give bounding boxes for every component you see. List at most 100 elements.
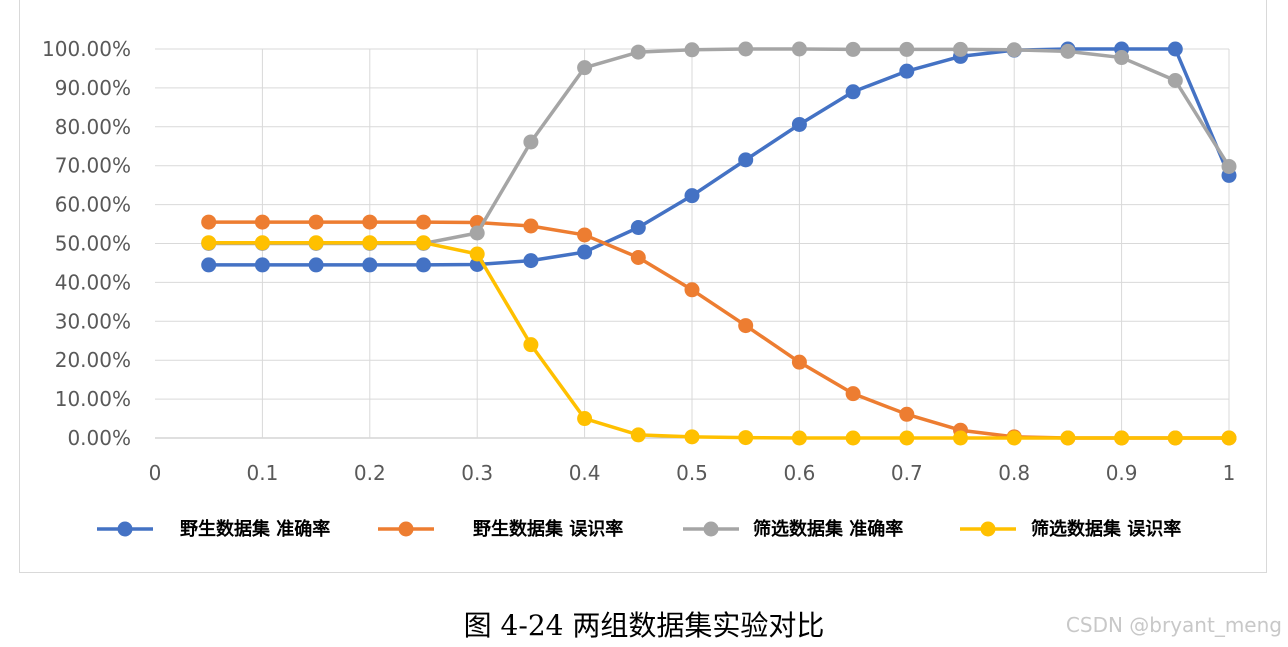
x-tick-label: 1 [1223,461,1236,485]
data-point [416,214,431,230]
data-point [254,235,270,251]
data-point [577,244,593,260]
x-tick-labels: 0 0.1 0.2 0.3 0.4 0.5 0.6 0.7 0.8 0.9 1 [149,461,1236,485]
data-point [1114,50,1130,66]
series-line [208,220,1229,440]
data-point [791,354,807,370]
data-point [791,430,807,446]
data-point [577,60,593,76]
series-3 [201,41,1237,251]
y-tick-label: 90.00% [55,76,131,100]
data-point [362,257,378,273]
data-point [308,214,324,230]
data-point [416,257,431,273]
x-tick-label: 0.7 [891,461,923,485]
legend-item-1: 野生数据集 准确率 [97,518,330,540]
data-point [201,235,217,251]
data-point [469,246,485,262]
series-line [208,47,1231,246]
legend-label: 筛选数据集 误识率 [1031,518,1181,540]
data-point [1114,430,1130,446]
data-point [523,218,539,234]
y-tick-label: 40.00% [55,270,131,294]
data-point [1060,43,1076,59]
legend-item-2: 野生数据集 误识率 [378,518,623,540]
data-point [1221,158,1237,174]
x-tick-label: 0.6 [783,461,815,485]
data-point [684,42,700,58]
x-tick-label: 0.5 [676,461,708,485]
x-tick-label: 0.9 [1106,461,1138,485]
data-point [1006,42,1022,58]
legend-item-4: 筛选数据集 误识率 [960,518,1181,540]
legend-marker [980,521,996,537]
data-point [738,152,754,168]
data-point [684,429,700,445]
data-point [201,214,217,230]
data-point [308,257,324,273]
y-tick-label: 100.00% [42,37,131,61]
y-tick-label: 20.00% [55,348,131,372]
data-point [469,225,485,241]
x-tick-label: 0.1 [246,461,278,485]
data-point [899,41,915,57]
data-point [899,430,915,446]
data-point [1167,430,1183,446]
figure-caption: 图 4-24 两组数据集实验对比 [463,609,825,642]
legend-item-3: 筛选数据集 准确率 [683,518,903,540]
series-1 [201,41,1237,273]
y-tick-label: 80.00% [55,115,131,139]
legend-marker [703,521,719,537]
series-line [208,47,1231,267]
y-tick-label: 0.00% [67,426,131,450]
data-point [201,257,217,273]
series-group [201,41,1237,446]
data-point [845,430,861,446]
data-point [738,430,754,446]
data-point [416,235,431,251]
y-tick-labels: 0.00% 10.00% 20.00% 30.00% 40.00% 50.00% 60.00… [42,37,131,450]
series-2 [201,214,1237,446]
legend-label: 野生数据集 准确率 [180,518,330,540]
x-tick-label: 0.2 [354,461,386,485]
series-4 [201,235,1237,446]
data-point [1167,41,1183,57]
data-point [577,227,593,243]
data-point [630,427,646,443]
data-point [254,257,270,273]
data-point [845,41,861,57]
data-point [738,41,754,57]
x-tick-label: 0 [149,461,162,485]
data-point [953,430,968,446]
data-point [1006,430,1022,446]
y-tick-label: 10.00% [55,387,131,411]
data-point [630,250,646,266]
x-tick-label: 0.3 [461,461,493,485]
data-point [684,188,700,204]
y-tick-label: 60.00% [55,193,131,217]
chart-frame [19,0,1267,573]
data-point [577,411,593,427]
data-point [630,44,646,60]
data-point [791,116,807,132]
series-line [208,240,1229,440]
data-point [953,41,968,57]
data-point [523,337,539,353]
data-point [791,41,807,57]
watermark: CSDN @bryant_meng [1065,613,1282,637]
data-point [630,220,646,236]
data-point [1167,73,1183,89]
legend: 野生数据集 准确率 野生数据集 误识率 筛选数据集 准确率 筛选数据集 误识率 [97,518,1181,540]
data-point [1221,430,1237,446]
legend-marker [398,521,414,537]
legend-label: 野生数据集 误识率 [473,518,623,540]
data-point [845,386,861,402]
data-point [899,63,915,79]
data-point [523,134,539,150]
legend-label: 筛选数据集 准确率 [753,518,903,540]
line-chart: 0.00% 10.00% 20.00% 30.00% 40.00% 50.00% 60.00… [42,37,1237,540]
data-point [254,214,270,230]
y-tick-label: 70.00% [55,154,131,178]
x-tick-label: 0.8 [998,461,1030,485]
data-point [738,318,754,334]
